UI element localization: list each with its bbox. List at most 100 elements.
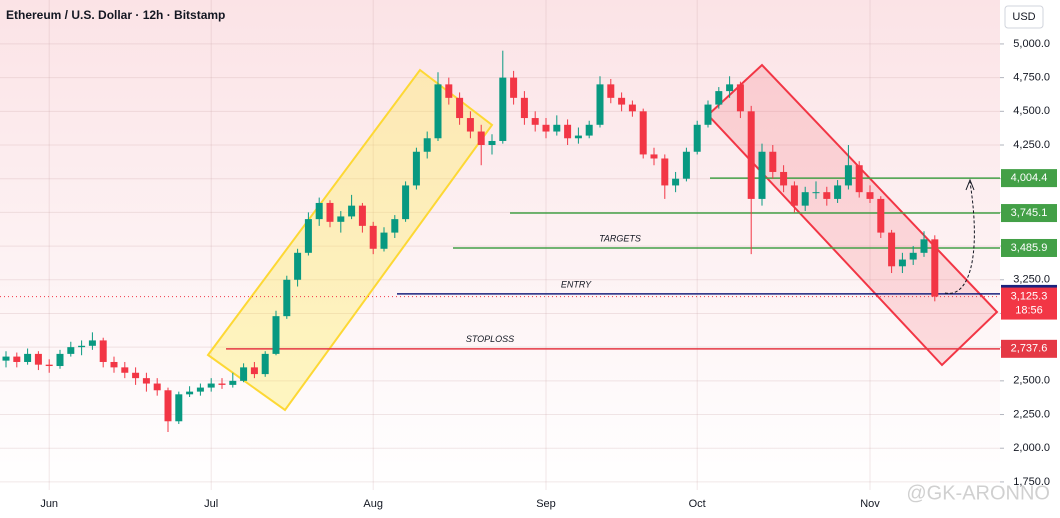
candle-body: [693, 124, 701, 152]
candle-body: [704, 104, 712, 125]
watermark: @GK-ARONNO: [906, 482, 1050, 504]
candle-body: [823, 192, 831, 199]
level-price-box: [1001, 204, 1057, 223]
candle-body: [812, 192, 820, 194]
candle-body: [639, 111, 647, 155]
x-tick-label: Jul: [204, 498, 218, 510]
candle-body: [56, 353, 64, 367]
y-tick-label: 2,500.0: [1013, 375, 1050, 387]
candle-body: [715, 91, 723, 105]
time-axis: [0, 490, 1000, 518]
candle-body: [294, 252, 302, 280]
candle-body: [510, 77, 518, 98]
x-tick-label: Jun: [40, 498, 58, 510]
candle-body: [358, 205, 366, 226]
candle-body: [250, 367, 258, 375]
candle-body: [402, 185, 410, 220]
candle-body: [672, 178, 680, 186]
candle-body: [877, 198, 885, 233]
candle-body: [920, 239, 928, 253]
candle-body: [261, 353, 269, 375]
level-note: TARGETS: [599, 233, 641, 243]
candle-body: [866, 192, 874, 199]
y-tick-label: 4,750.0: [1013, 72, 1050, 84]
candle-body: [780, 171, 788, 186]
candle-body: [747, 111, 755, 199]
candle-body: [466, 118, 474, 132]
y-tick-label: 5,000.0: [1013, 38, 1050, 50]
candle-body: [2, 356, 10, 361]
candle-body: [628, 104, 636, 112]
candle-body: [412, 151, 420, 186]
candle-body: [142, 378, 150, 384]
y-tick-label: 1,750.0: [1013, 476, 1050, 488]
candle-body: [304, 219, 312, 253]
candle-body: [348, 205, 356, 217]
candle-body: [574, 135, 582, 139]
level-price-box: [1001, 339, 1057, 358]
currency: USD: [1012, 11, 1035, 23]
last-price-box: [1001, 287, 1057, 320]
candle-body: [445, 84, 453, 98]
candle-body: [682, 151, 690, 179]
level-price-label: 3,745.1: [1011, 207, 1048, 219]
level-price-label: 3,485.9: [1011, 242, 1048, 254]
candle-body: [790, 185, 798, 206]
candle-body: [391, 219, 399, 233]
candle-body: [45, 364, 53, 367]
candle-body: [726, 84, 734, 92]
x-tick-label: Aug: [363, 498, 383, 510]
x-tick-label: Nov: [860, 498, 880, 510]
y-tick-label: 4,500.0: [1013, 105, 1050, 117]
candle-body: [88, 340, 96, 346]
x-tick-label: Oct: [689, 498, 706, 510]
candle-body: [542, 124, 550, 132]
countdown: 18:56: [1015, 304, 1043, 316]
candle-body: [909, 252, 917, 260]
candle-body: [315, 202, 323, 220]
level-price-box: [1001, 238, 1057, 257]
level-price-label: 2,737.6: [1011, 343, 1048, 355]
candle-body: [456, 97, 464, 119]
level-note: ENTRY: [561, 279, 592, 289]
candle-body: [553, 124, 561, 132]
y-tick-label: 2,250.0: [1013, 408, 1050, 420]
candle-body: [34, 353, 42, 365]
candle-body: [369, 225, 377, 249]
candle-body: [596, 84, 604, 125]
candle-body: [520, 97, 528, 119]
candle-body: [67, 347, 75, 354]
candle-body: [110, 361, 118, 368]
candles: [2, 50, 939, 433]
candle-body: [132, 372, 140, 379]
candle-body: [801, 192, 809, 206]
price-axis: [1000, 0, 1060, 518]
y-tick-label: 4,250.0: [1013, 139, 1050, 151]
projection-arrow: [944, 181, 975, 294]
candle-body: [240, 367, 248, 381]
candle-body: [337, 216, 345, 222]
candle-body: [834, 185, 842, 199]
candle-body: [585, 124, 593, 136]
candle-body: [888, 232, 896, 267]
candle-body: [607, 84, 615, 98]
candle-body: [218, 383, 226, 385]
candle-body: [423, 138, 431, 152]
candle-body: [326, 202, 334, 222]
candle-body: [380, 232, 388, 249]
last-price-label: 3,125.3: [1011, 290, 1048, 302]
arrow-head: [965, 178, 975, 191]
level-note: STOPLOSS: [466, 334, 514, 344]
y-tick-label: 2,000.0: [1013, 442, 1050, 454]
candle-body: [531, 118, 539, 125]
y-tick-label: 3,250.0: [1013, 274, 1050, 286]
candle-body: [477, 131, 485, 146]
candle-body: [434, 84, 442, 139]
candle-body: [618, 97, 626, 105]
candle-body: [196, 387, 204, 392]
candle-body: [186, 391, 194, 395]
candle-body: [99, 340, 107, 362]
candle-body: [272, 316, 280, 354]
candle-body: [898, 259, 906, 267]
currency-box: [1004, 5, 1044, 29]
